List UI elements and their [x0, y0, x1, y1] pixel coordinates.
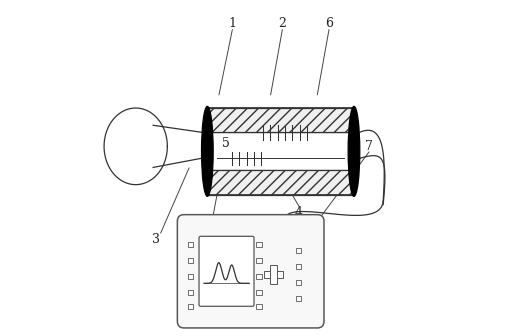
Text: 1: 1: [228, 16, 237, 30]
Bar: [256, 290, 262, 295]
FancyBboxPatch shape: [199, 236, 254, 306]
Bar: [208, 132, 354, 170]
Bar: [256, 242, 262, 247]
Bar: [208, 170, 354, 195]
Bar: [264, 271, 282, 278]
Ellipse shape: [202, 107, 213, 196]
Bar: [188, 274, 193, 279]
Bar: [188, 258, 193, 263]
Bar: [208, 108, 354, 132]
Text: 3: 3: [152, 233, 159, 246]
Bar: [296, 280, 301, 285]
FancyBboxPatch shape: [177, 215, 324, 328]
Bar: [256, 258, 262, 263]
Bar: [270, 265, 277, 284]
Bar: [188, 242, 193, 247]
Bar: [296, 296, 301, 301]
Bar: [188, 304, 193, 309]
Bar: [296, 248, 301, 253]
Bar: [256, 274, 262, 279]
Bar: [256, 304, 262, 309]
Bar: [188, 290, 193, 295]
Bar: [208, 108, 354, 195]
Text: 2: 2: [278, 16, 286, 30]
Text: 6: 6: [325, 16, 333, 30]
Ellipse shape: [348, 107, 360, 196]
Text: 7: 7: [365, 140, 373, 153]
Text: 5: 5: [222, 136, 230, 150]
Text: 4: 4: [295, 207, 303, 219]
Bar: [296, 264, 301, 269]
